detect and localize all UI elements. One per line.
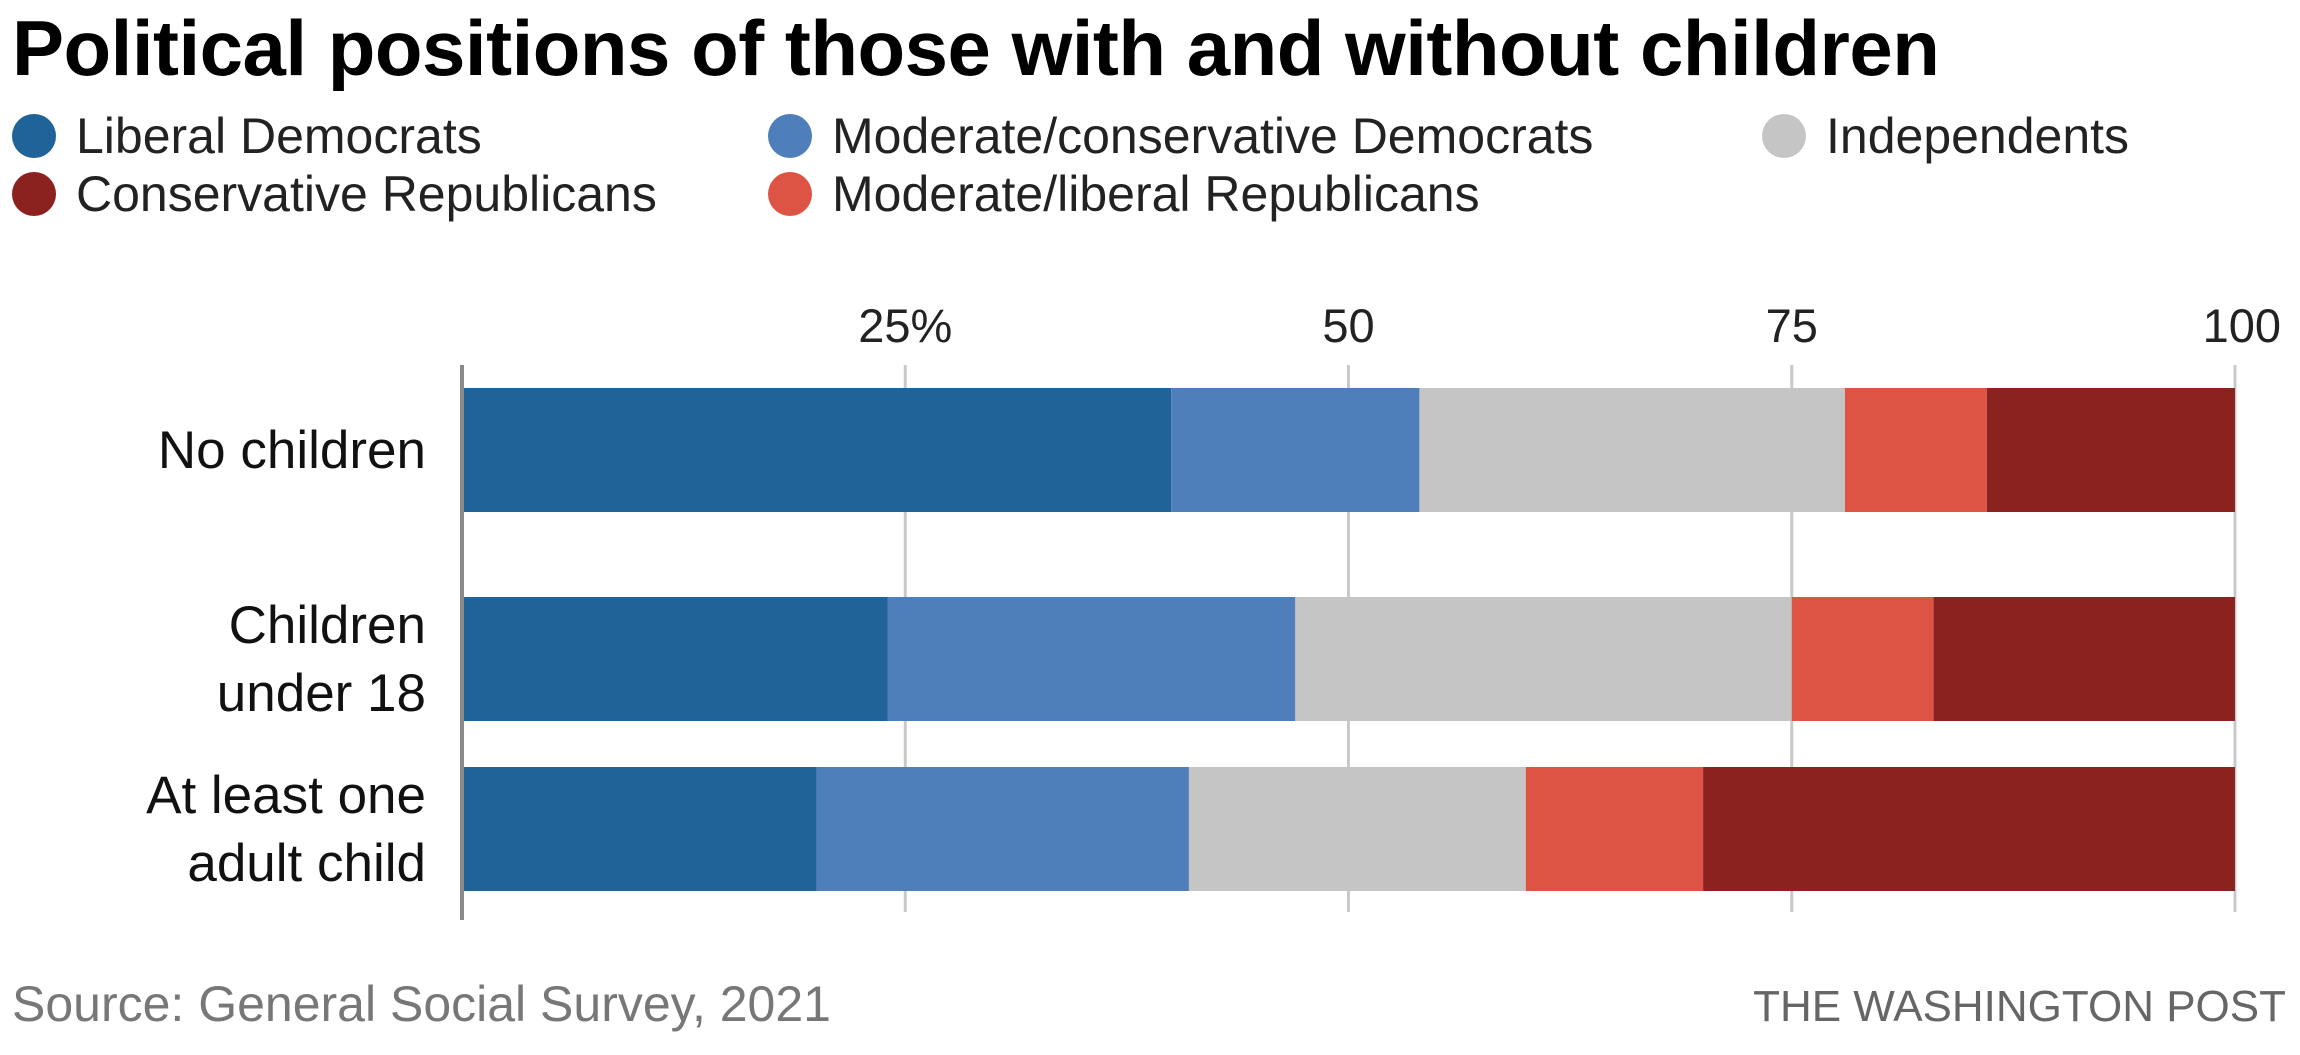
category-label-line: At least one xyxy=(146,766,426,825)
legend-label-moderate-liberal-republicans: Moderate/liberal Republicans xyxy=(832,166,1480,222)
legend-label-moderate-conservative-democrats: Moderate/conservative Democrats xyxy=(832,108,1594,164)
bar-no-children-moderate-liberal-republicans xyxy=(1844,388,1987,512)
bar-children-under-18-moderate-liberal-republicans xyxy=(1791,597,1934,721)
bar-no-children-moderate-conservative-democrats xyxy=(1171,388,1420,512)
legend-item-moderate-conservative-democrats: Moderate/conservative Democrats xyxy=(768,108,1593,164)
legend: Liberal Democrats Moderate/conservative … xyxy=(0,108,2300,228)
legend-swatch-independents xyxy=(1762,114,1806,158)
legend-item-independents: Independents xyxy=(1762,108,2129,164)
stacked-bar-chart: 25% 50 75 100 No children Children under 18 At … xyxy=(146,299,2281,920)
category-label-line: Children xyxy=(229,596,426,655)
legend-swatch-conservative-republicans xyxy=(12,172,56,216)
bar-children-under-18-independents xyxy=(1295,597,1792,721)
bar-no-children-independents xyxy=(1419,388,1845,512)
bar-children-under-18-moderate-conservative-democrats xyxy=(887,597,1296,721)
x-tick-label-50: 50 xyxy=(1322,299,1374,352)
bar-at-least-one-adult-child-liberal-democrats xyxy=(462,767,817,891)
source-note: Source: General Social Survey, 2021 xyxy=(12,976,831,1032)
category-label-no-children: No children xyxy=(158,421,426,480)
legend-label-independents: Independents xyxy=(1826,108,2130,164)
category-label-line: No children xyxy=(158,421,426,480)
publisher-credit: THE WASHINGTON POST xyxy=(1753,982,2286,1031)
x-tick-label-100: 100 xyxy=(2203,299,2281,352)
category-label-line: adult child xyxy=(187,834,426,893)
legend-swatch-moderate-conservative-democrats xyxy=(768,114,812,158)
legend-label-conservative-republicans: Conservative Republicans xyxy=(76,166,657,222)
category-label-line: under 18 xyxy=(217,664,426,723)
legend-item-conservative-republicans: Conservative Republicans xyxy=(12,166,657,222)
bar-at-least-one-adult-child-conservative-republicans xyxy=(1703,767,2235,891)
bar-children-under-18-liberal-democrats xyxy=(462,597,888,721)
bar-at-least-one-adult-child-moderate-conservative-democrats xyxy=(816,767,1189,891)
category-label-at-least-one-adult-child: At least one adult child xyxy=(146,766,426,893)
chart-title: Political positions of those with and wi… xyxy=(12,4,1940,92)
legend-label-liberal-democrats: Liberal Democrats xyxy=(76,108,482,164)
category-label-children-under-18: Children under 18 xyxy=(217,596,426,723)
legend-swatch-moderate-liberal-republicans xyxy=(768,172,812,216)
legend-item-moderate-liberal-republicans: Moderate/liberal Republicans xyxy=(768,166,1480,222)
legend-swatch-liberal-democrats xyxy=(12,114,56,158)
x-tick-label-25: 25% xyxy=(858,299,952,352)
x-tick-label-75: 75 xyxy=(1766,299,1818,352)
bar-at-least-one-adult-child-independents xyxy=(1188,767,1526,891)
legend-item-liberal-democrats: Liberal Democrats xyxy=(12,108,482,164)
bar-children-under-18-conservative-republicans xyxy=(1933,597,2235,721)
bar-no-children-liberal-democrats xyxy=(462,388,1172,512)
bar-no-children-conservative-republicans xyxy=(1986,388,2235,512)
bar-at-least-one-adult-child-moderate-liberal-republicans xyxy=(1525,767,1704,891)
